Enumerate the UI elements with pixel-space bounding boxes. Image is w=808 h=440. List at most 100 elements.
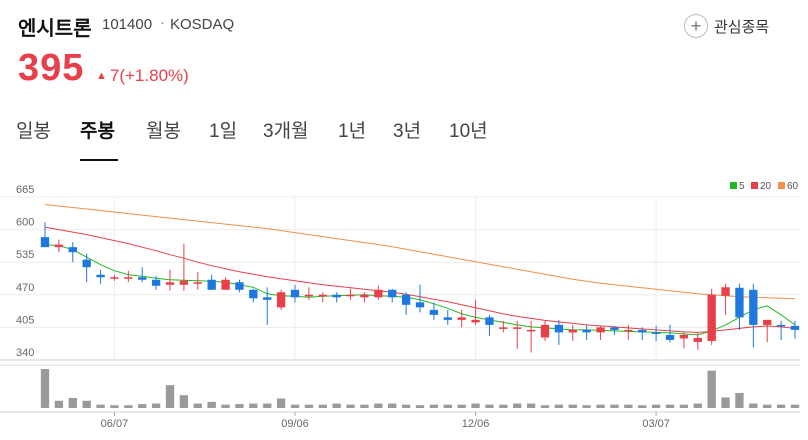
candle-body	[346, 294, 355, 297]
candle-body	[207, 279, 216, 290]
current-price: 395	[18, 47, 85, 89]
candle	[721, 283, 730, 315]
volume-bar	[40, 369, 50, 408]
volume-bar	[790, 404, 800, 408]
volume-bar	[138, 404, 147, 408]
candle	[415, 284, 425, 313]
candle	[263, 287, 272, 325]
volume-bar	[276, 398, 286, 408]
volume-bar	[721, 397, 730, 408]
legend-label: 20	[760, 181, 772, 192]
candle-body	[790, 325, 800, 330]
tab-weekly[interactable]: 주봉	[80, 121, 115, 142]
candle	[749, 283, 758, 348]
candle	[276, 289, 286, 310]
volume-bar	[318, 404, 327, 408]
volume-bar	[304, 404, 314, 408]
tab-monthly[interactable]: 월봉	[146, 121, 181, 142]
volume-bar	[68, 397, 77, 408]
volume-bar	[165, 385, 175, 408]
volume-bar	[624, 404, 633, 408]
volume-bar	[207, 401, 216, 408]
candle-body	[318, 294, 327, 297]
volume-bar	[457, 404, 466, 408]
candle-body	[443, 317, 452, 320]
candle	[151, 275, 161, 290]
volume-bar	[82, 400, 91, 408]
candle-body	[471, 319, 480, 323]
volume-bar	[596, 404, 605, 408]
volume-bar	[679, 404, 689, 408]
volume-bar	[332, 403, 341, 408]
volume-bar	[665, 404, 675, 408]
candle	[540, 320, 550, 341]
candle-body	[693, 337, 702, 342]
x-tick-label: 09/06	[281, 418, 309, 430]
volume-bar	[346, 404, 355, 408]
y-tick-label: 340	[16, 347, 34, 359]
tab-daily[interactable]: 일봉	[16, 121, 51, 142]
candle-body	[582, 329, 591, 333]
candle	[401, 292, 411, 315]
candle-body	[568, 329, 577, 333]
tab-1-year[interactable]: 1년	[338, 121, 367, 142]
active-tab-indicator	[80, 159, 118, 161]
candle-body	[638, 329, 647, 333]
volume-bar	[124, 405, 133, 408]
candle	[193, 272, 202, 290]
tab-10-years[interactable]: 10년	[449, 121, 488, 142]
candle-body	[304, 294, 314, 297]
volume-bar	[485, 404, 494, 408]
candle-body	[249, 289, 258, 299]
candle	[582, 324, 591, 340]
candle	[790, 320, 800, 339]
tab-1-day[interactable]: 1일	[209, 121, 238, 142]
tab-3-months[interactable]: 3개월	[263, 121, 309, 142]
candle	[485, 314, 494, 336]
volume-bar	[471, 403, 480, 408]
candle	[610, 325, 619, 335]
legend-swatch	[751, 182, 758, 189]
candle-body	[457, 317, 466, 320]
x-tick-label: 12/06	[462, 418, 490, 430]
price-change: ▲ 7(+1.80%)	[96, 66, 189, 86]
candle	[374, 285, 383, 300]
favorite-button[interactable]: + 관심종목	[684, 14, 769, 38]
volume-bar	[443, 404, 452, 408]
candle-body	[610, 327, 619, 330]
tab-3-years[interactable]: 3년	[393, 121, 422, 142]
legend-swatch	[778, 182, 785, 189]
candle-body	[110, 277, 119, 279]
volume-bar	[638, 405, 647, 408]
y-tick-label: 535	[16, 249, 34, 261]
candle-body	[415, 302, 425, 308]
candle-body	[485, 317, 494, 325]
volume-bar	[151, 403, 161, 408]
volume-bar	[235, 404, 244, 408]
candle	[429, 302, 439, 320]
legend-swatch	[730, 182, 737, 189]
favorite-label: 관심종목	[714, 18, 770, 36]
candle	[110, 274, 119, 281]
candle	[249, 288, 258, 303]
volume-bar	[290, 404, 300, 408]
candle	[568, 324, 577, 341]
candle	[707, 288, 716, 345]
volume-bar	[110, 405, 119, 408]
candle-body	[235, 282, 244, 290]
y-tick-label: 665	[16, 184, 34, 196]
candle-body	[707, 294, 716, 341]
candle	[679, 331, 689, 349]
ma20-line	[44, 226, 796, 333]
ma60-line	[44, 204, 796, 300]
volume-bar	[54, 400, 64, 408]
stock-name: 엔시트론	[18, 18, 92, 40]
candle-body	[596, 327, 605, 333]
candle	[763, 319, 772, 343]
y-tick-label: 470	[16, 282, 34, 294]
candle	[332, 292, 341, 303]
stock-separator: ·	[160, 14, 165, 31]
volume-bar	[374, 403, 383, 408]
volume-bar	[193, 403, 202, 408]
candle-body	[374, 289, 383, 298]
